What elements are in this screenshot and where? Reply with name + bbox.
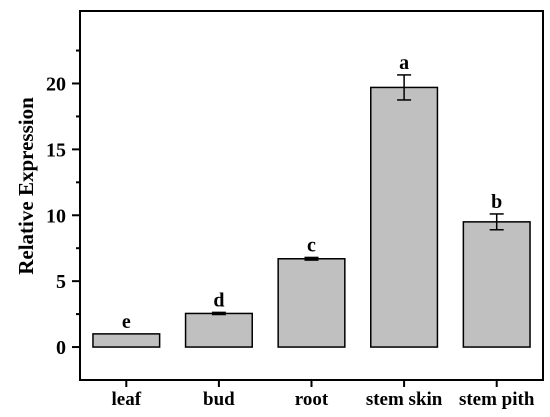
bar-root	[277, 258, 346, 348]
bar-stem-pith	[462, 221, 531, 348]
x-ticks: leaf bud root stem skin stem pith	[112, 380, 535, 410]
y-axis-label: Relative Expression	[14, 97, 38, 275]
bar-leaf	[92, 333, 161, 348]
x-tick-label: stem pith	[459, 389, 535, 410]
x-tick-label: root	[295, 389, 329, 410]
bar-stem-skin	[370, 86, 439, 348]
y-tick-label: 10	[46, 205, 66, 227]
significance-label: b	[491, 191, 502, 213]
significance-labels: e d c a b	[122, 52, 502, 333]
x-tick-label: stem skin	[366, 389, 443, 410]
error-bars	[211, 74, 504, 316]
y-tick-label: 5	[56, 271, 66, 293]
significance-label: a	[399, 52, 409, 74]
x-tick-label: bud	[203, 389, 235, 410]
x-tick-label: leaf	[112, 389, 142, 410]
significance-label: d	[213, 289, 224, 311]
y-tick-label: 0	[56, 337, 66, 359]
y-tick-label: 20	[46, 73, 66, 95]
bars	[92, 86, 531, 348]
y-ticks: 0 5 10 15 20	[46, 49, 80, 359]
bar-bud	[184, 312, 253, 348]
significance-label: e	[122, 311, 131, 333]
y-tick-label: 15	[46, 139, 66, 161]
significance-label: c	[307, 234, 316, 256]
